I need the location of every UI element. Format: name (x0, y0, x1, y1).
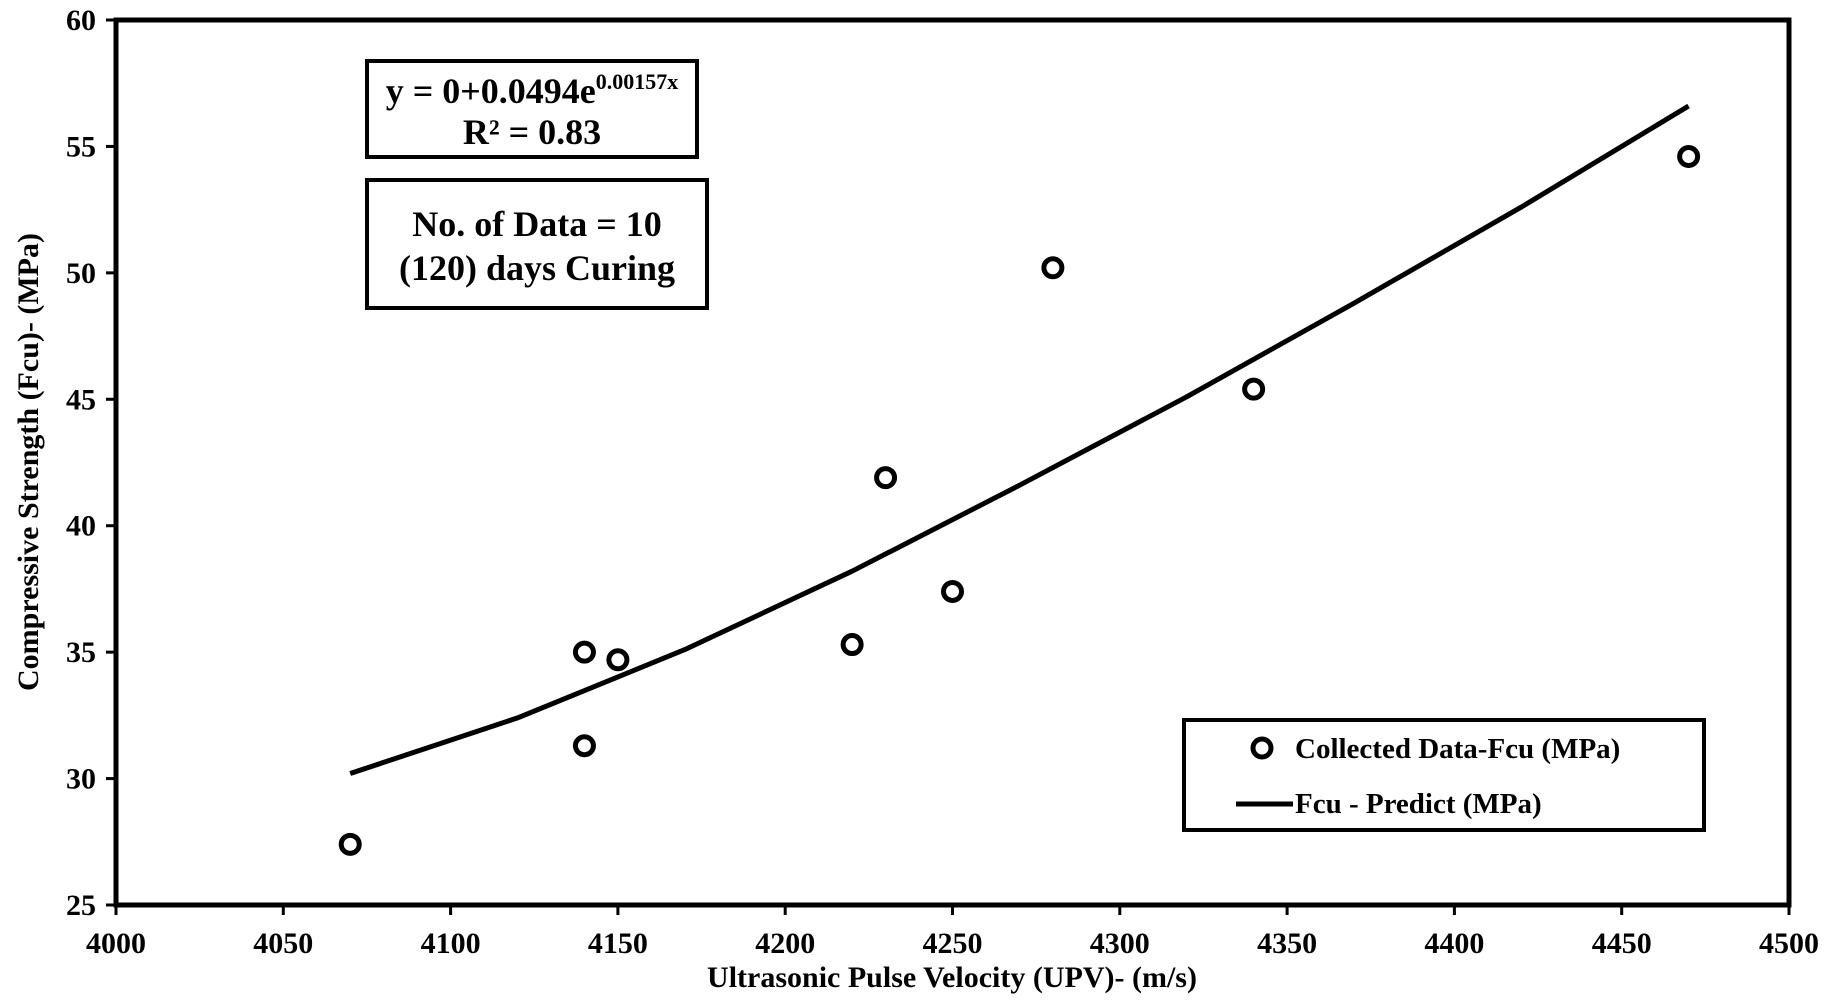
data-point (874, 466, 898, 490)
y-tick-label: 55 (66, 130, 96, 163)
x-axis-title: Ultrasonic Pulse Velocity (UPV)- (m/s) (707, 961, 1197, 994)
data-point (572, 734, 596, 758)
y-tick-label: 35 (66, 636, 96, 669)
x-tick-label: 4500 (1759, 927, 1819, 960)
r-squared-text: R² = 0.83 (463, 112, 601, 152)
y-tick-label: 60 (66, 4, 96, 37)
data-point (840, 633, 864, 657)
x-tick-label: 4150 (588, 927, 648, 960)
points-layer (338, 145, 1701, 856)
equation-prefix: y = 0+0.0494e (386, 71, 596, 111)
x-tick-label: 4400 (1424, 927, 1484, 960)
x-tick-label: 4000 (86, 927, 146, 960)
data-point (1677, 145, 1701, 169)
curing-text: (120) days Curing (399, 248, 675, 288)
x-tick-label: 4250 (923, 927, 983, 960)
y-axis-ticks: 25 30 35 40 45 50 55 60 (66, 4, 116, 922)
equation-text: y = 0+0.0494e0.00157x (386, 69, 679, 111)
data-point (1041, 256, 1065, 280)
data-count-text: No. of Data = 10 (412, 204, 662, 244)
x-tick-label: 4100 (421, 927, 481, 960)
y-tick-label: 45 (66, 383, 96, 416)
legend-marker-collected (1250, 736, 1274, 760)
x-tick-label: 4050 (253, 927, 313, 960)
legend: Collected Data-Fcu (MPa) Fcu - Predict (… (1182, 718, 1706, 832)
legend-box (1182, 718, 1706, 832)
data-point (338, 832, 362, 856)
fit-line-layer (349, 103, 1690, 776)
legend-label-predict: Fcu - Predict (MPa) (1295, 788, 1542, 820)
data-point (1242, 377, 1266, 401)
data-info-box (365, 178, 709, 310)
equation-exponent: 0.00157x (596, 69, 679, 94)
legend-label-collected: Collected Data-Fcu (MPa) (1295, 733, 1620, 765)
y-axis-title: Compressive Strength (Fcu)- (MPa) (12, 233, 45, 691)
data-point (572, 640, 596, 664)
fit-line (349, 103, 1690, 776)
x-tick-label: 4450 (1592, 927, 1652, 960)
y-tick-label: 40 (66, 510, 96, 543)
y-tick-label: 25 (66, 889, 96, 922)
data-point (606, 648, 630, 672)
data-point (941, 579, 964, 603)
x-tick-label: 4350 (1257, 927, 1317, 960)
equation-box (365, 59, 699, 159)
x-tick-label: 4200 (755, 927, 815, 960)
y-tick-label: 50 (66, 257, 96, 290)
x-axis-ticks: 4000 4050 4100 4150 4200 4250 4300 4350 4400 4450… (86, 905, 1819, 960)
y-tick-label: 30 (66, 763, 96, 796)
x-tick-label: 4300 (1090, 927, 1150, 960)
